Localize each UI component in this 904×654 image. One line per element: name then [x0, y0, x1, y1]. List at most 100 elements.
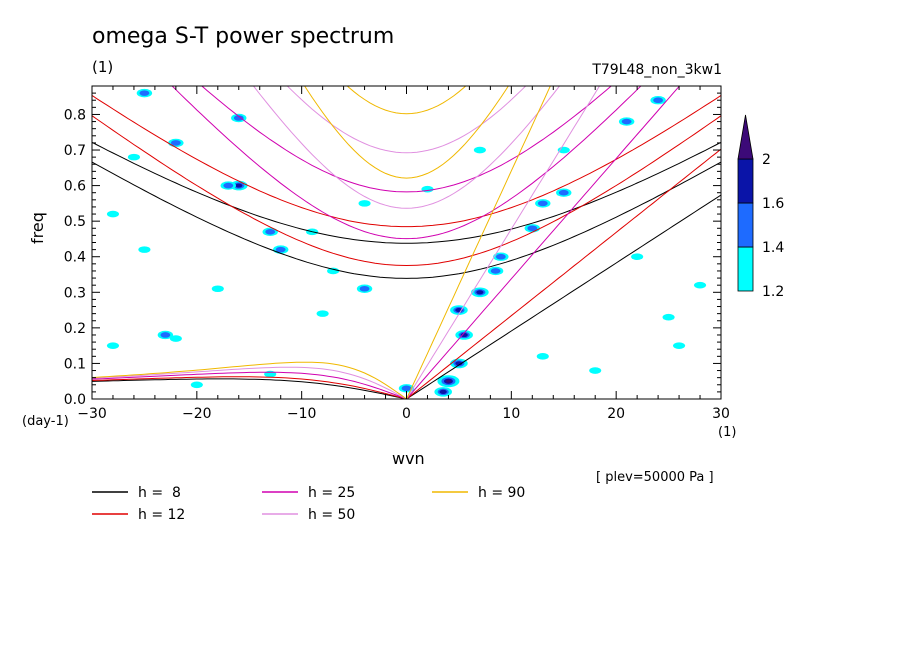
contour-blob — [401, 385, 412, 392]
gravity-curve — [92, 141, 721, 244]
contour-blob — [223, 182, 234, 189]
gravity-curve — [92, 115, 721, 267]
gravity-curve — [201, 86, 612, 193]
rossby-curve — [92, 361, 407, 399]
rossby-curve — [92, 371, 407, 399]
x-axis-label: wvn — [392, 449, 425, 468]
contour-blob — [264, 370, 277, 378]
contour-blob — [275, 246, 286, 253]
x-tick-label: −20 — [182, 406, 212, 422]
chart-subtitle: (1) — [92, 58, 114, 76]
gravity-curve — [92, 94, 721, 228]
colorbar-segment — [737, 202, 754, 248]
legend-label: h = 50 — [308, 507, 355, 523]
y-tick-label: 0.2 — [64, 321, 86, 337]
contour-blob — [455, 361, 463, 366]
gravity-curve — [304, 86, 509, 179]
contour-blob — [190, 381, 203, 389]
legend: h = 8 h = 12 h = 25 h = 50 h = 90 — [92, 485, 525, 523]
x-tick-label: 10 — [502, 406, 520, 422]
level-note: [ plev=50000 Pa ] — [596, 470, 714, 485]
colorbar-label: 2 — [762, 152, 771, 168]
contour-blob — [170, 140, 181, 146]
colorbar-label: 1.4 — [762, 240, 784, 256]
dispersion-curves — [92, 86, 721, 399]
plot-frame — [91, 85, 722, 400]
contour-blob — [460, 332, 468, 338]
contour-blob — [169, 335, 182, 342]
contour-blob — [439, 389, 447, 394]
contour-blob — [233, 115, 244, 121]
y-tick-label: 0.6 — [64, 179, 86, 195]
y-axis: 0.0 0.1 0.2 0.3 0.4 0.5 0.6 0.7 0.8 — [64, 85, 721, 408]
contour-blob — [476, 290, 484, 295]
gravity-curve — [92, 161, 721, 279]
y-tick-label: 0.1 — [64, 356, 86, 372]
legend-label: h = 90 — [478, 485, 525, 501]
y-tick-label: 0.3 — [64, 285, 86, 301]
x-tick-label: 0 — [402, 406, 411, 422]
contour-blob — [327, 267, 340, 275]
power-contours — [106, 88, 707, 397]
contour-blob — [211, 285, 224, 293]
colorbar: 1.2 1.4 1.6 2 — [737, 114, 784, 300]
contour-blob — [316, 310, 329, 317]
x-tick-label: −30 — [77, 406, 107, 422]
y-tick-label: 0.8 — [64, 107, 86, 123]
y-tick-label: 0.7 — [64, 143, 86, 159]
x-tick-label: 20 — [607, 406, 625, 422]
y-tick-label: 0.5 — [64, 214, 86, 230]
contour-blob — [621, 118, 632, 125]
contour-blob — [536, 353, 549, 360]
x-tick-label: −10 — [287, 406, 317, 422]
colorbar-triangle — [737, 114, 754, 160]
contour-blob — [693, 281, 707, 289]
kelvin-curve — [406, 194, 721, 399]
kelvin-curve — [406, 86, 681, 399]
contour-blob — [138, 246, 151, 253]
contour-blob — [445, 379, 451, 383]
colorbar-label: 1.2 — [762, 284, 784, 300]
legend-label: h = 8 — [138, 485, 181, 501]
contour-blob — [473, 146, 486, 154]
run-name: T79L48_non_3kw1 — [592, 62, 722, 78]
legend-label: h = 25 — [308, 485, 355, 501]
y-axis-label: freq — [28, 212, 47, 244]
contour-blob — [358, 200, 371, 207]
rossby-curve — [92, 366, 407, 399]
gravity-curve — [346, 86, 467, 115]
contour-blob — [653, 97, 663, 104]
contour-blob — [139, 90, 150, 96]
contour-blob — [160, 332, 171, 338]
contour-blob — [490, 268, 501, 274]
chart-title: omega S-T power spectrum — [92, 24, 395, 49]
contour-blob — [127, 153, 140, 161]
gravity-curve — [252, 86, 561, 209]
gravity-curve — [171, 86, 642, 240]
contour-blob — [589, 367, 602, 374]
colorbar-label: 1.6 — [762, 196, 784, 212]
contour-blob — [106, 210, 120, 218]
contour-blob — [495, 253, 506, 260]
colorbar-segment — [737, 246, 754, 292]
contour-blob — [527, 225, 538, 232]
x-unit: (1) — [718, 425, 737, 440]
x-tick-label: 30 — [712, 406, 730, 422]
kelvin-curve — [406, 86, 601, 399]
gravity-curve — [286, 86, 527, 154]
contour-blob — [265, 229, 276, 235]
contour-blob — [106, 342, 120, 349]
contour-blob — [359, 285, 370, 292]
contour-blob — [537, 200, 548, 207]
rossby-curve — [92, 376, 407, 399]
contour-blob — [673, 342, 686, 349]
contour-blob — [631, 253, 644, 261]
y-tick-label: 0.4 — [64, 250, 86, 266]
contour-blob — [662, 313, 675, 321]
colorbar-segment — [737, 158, 754, 204]
x-axis: −30 −20 −10 0 10 20 30 — [77, 86, 730, 422]
legend-label: h = 12 — [138, 507, 185, 523]
rossby-curve — [92, 378, 407, 399]
kelvin-curve — [406, 148, 721, 399]
